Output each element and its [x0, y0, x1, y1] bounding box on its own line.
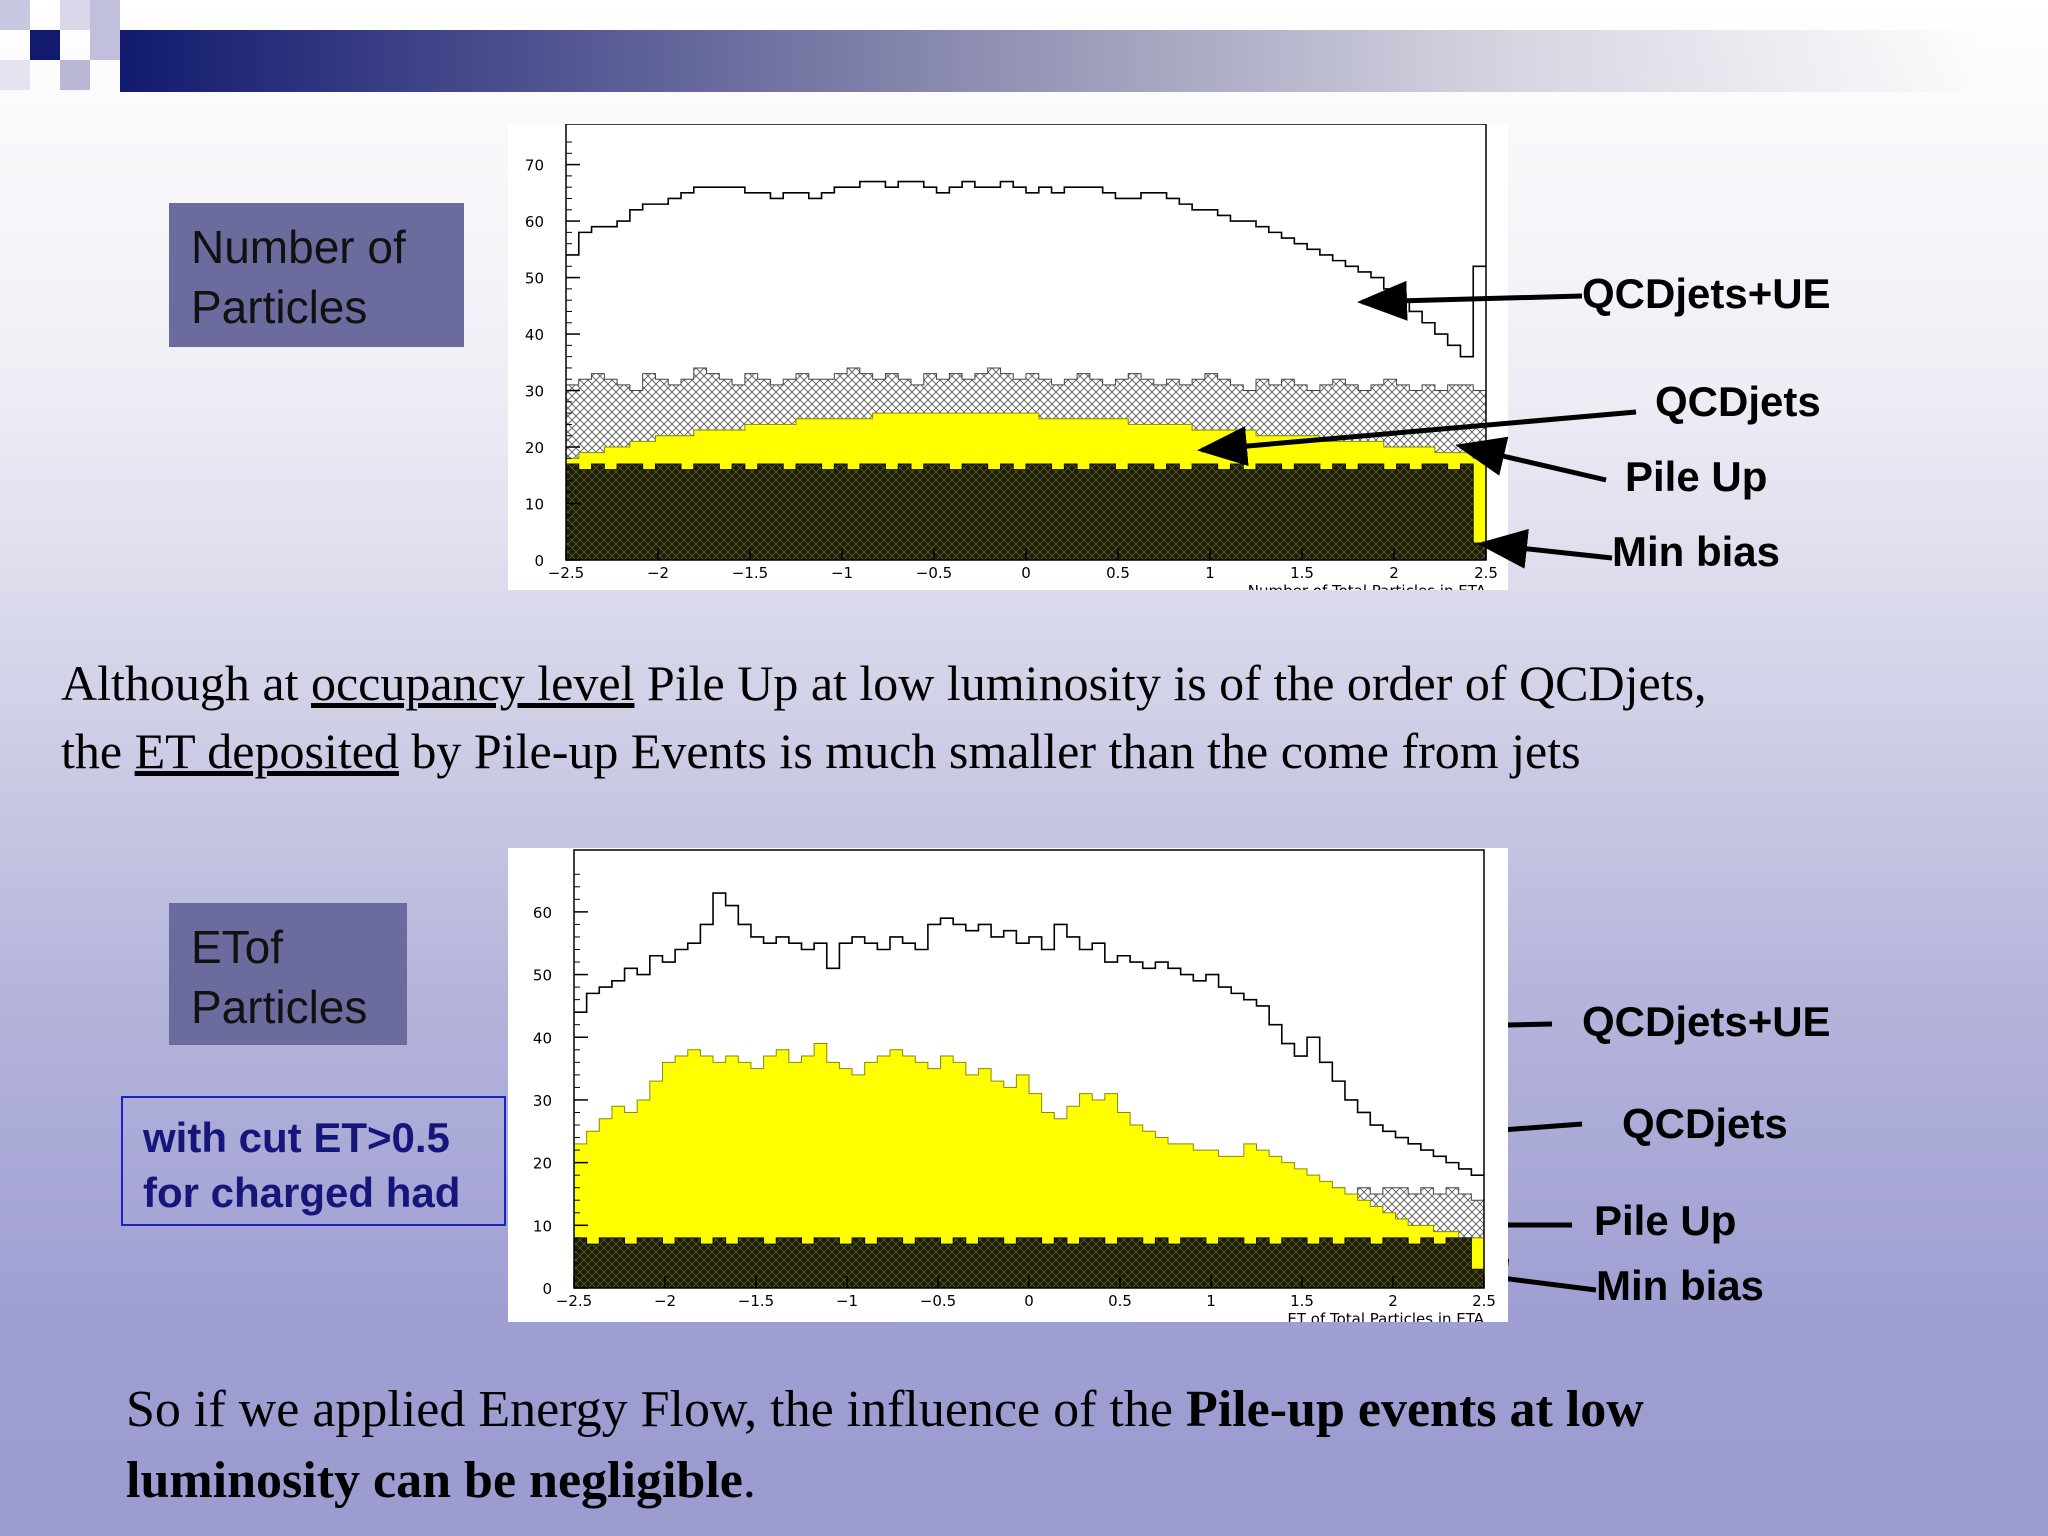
top-label-line1: Number of [191, 221, 406, 273]
x-tick-label: −1 [836, 1292, 858, 1310]
top-label-line2: Particles [191, 281, 368, 333]
y-tick-label: 0 [534, 552, 544, 570]
x-tick-label: −0.5 [920, 1292, 956, 1310]
cut-line2: for charged had [143, 1169, 461, 1216]
y-tick-label: 10 [533, 1217, 552, 1235]
x-tick-label: −0.5 [916, 564, 952, 582]
top-label-pileup: Pile Up [1625, 453, 1768, 500]
y-tick-label: 0 [542, 1280, 552, 1298]
x-tick-label: 2.5 [1472, 1292, 1496, 1310]
series-min-bias [565, 463, 1487, 561]
y-tick-label: 60 [525, 213, 544, 231]
top-chart: 0 10 20 30 40 50 60 70 −2.5 −2 −1.5 −1 −0.5 0 0.5 1 1.5 2… [525, 123, 1498, 600]
x-tick-label: −1.5 [738, 1292, 774, 1310]
bottom-label-qcdjets-ue: QCDjets+UE [1582, 998, 1831, 1045]
x-tick-label: 1.5 [1290, 1292, 1314, 1310]
cut-line1: with cut ET>0.5 [143, 1114, 450, 1161]
bottom-label-line2: Particles [191, 981, 368, 1033]
x-tick-label: 0 [1021, 564, 1031, 582]
x-tick-label: −2.5 [556, 1292, 592, 1310]
y-tick-label: 30 [525, 383, 544, 401]
x-tick-label: −2 [647, 564, 669, 582]
decor-square [30, 30, 60, 60]
bottom-chart-panel: 0 10 20 30 40 50 60 −2.5 −2 −1.5 −1 −0.5 0 0.5 1 1.5 2 2.… [508, 848, 1508, 1328]
top-chart-panel: 0 10 20 30 40 50 60 70 −2.5 −2 −1.5 −1 −0.5 0 0.5 1 1.5 2… [508, 123, 1508, 600]
x-tick-label: 1 [1205, 564, 1215, 582]
x-tick-label: 1 [1206, 1292, 1216, 1310]
series-min-bias [573, 1237, 1485, 1289]
decor-square [60, 60, 90, 90]
x-tick-label: 0 [1024, 1292, 1034, 1310]
bottom-label-qcdjets: QCDjets [1622, 1100, 1788, 1147]
top-label-minbias: Min bias [1612, 528, 1781, 575]
y-tick-label: 50 [533, 967, 552, 985]
x-tick-label: −2.5 [548, 564, 584, 582]
x-tick-label: −2 [654, 1292, 676, 1310]
x-tick-label: 2 [1389, 564, 1399, 582]
x-tick-label: 2 [1388, 1292, 1398, 1310]
decor-square [90, 0, 120, 60]
top-chart-label: Number of Particles [169, 203, 464, 347]
arrow-pileup [1455, 436, 1607, 483]
y-tick-label: 20 [533, 1155, 552, 1173]
y-tick-label: 40 [525, 326, 544, 344]
decor-square [0, 0, 30, 30]
arrow-qcdjets-ue [1357, 280, 1583, 321]
y-tick-label: 30 [533, 1092, 552, 1110]
bottom-label-pileup: Pile Up [1594, 1197, 1737, 1244]
x-tick-label: −1.5 [732, 564, 768, 582]
x-tick-label: 1.5 [1290, 564, 1314, 582]
bottom-label-line1: ETof [191, 921, 284, 973]
series-qcdjets [573, 1043, 1485, 1289]
bottom-chart: 0 10 20 30 40 50 60 −2.5 −2 −1.5 −1 −0.5 0 0.5 1 1.5 2 2.… [533, 849, 1496, 1328]
y-tick-label: 50 [525, 270, 544, 288]
y-tick-label: 20 [525, 439, 544, 457]
conclusion-line2: luminosity can be negligible. [126, 1452, 756, 1509]
arrow-minbias [1477, 528, 1613, 569]
cut-condition-box: with cut ET>0.5 for charged had [121, 1096, 506, 1226]
top-label-qcdjets-ue: QCDjets+UE [1582, 270, 1831, 317]
x-tick-label: 0.5 [1108, 1292, 1132, 1310]
occupancy-text-line2: the ET deposited by Pile-up Events is mu… [61, 723, 1581, 779]
x-axis-label: ET of Total Particles in ETA [1287, 1310, 1484, 1322]
bottom-chart-label: ETof Particles [169, 903, 407, 1045]
decor-square [60, 0, 90, 30]
top-label-qcdjets: QCDjets [1655, 378, 1821, 425]
x-tick-label: 0.5 [1106, 564, 1130, 582]
occupancy-text-line1: Although at occupancy level Pile Up at l… [61, 655, 1707, 711]
x-tick-label: −1 [831, 564, 853, 582]
conclusion-line1: So if we applied Energy Flow, the influe… [126, 1381, 1644, 1438]
y-tick-label: 10 [525, 496, 544, 514]
y-tick-label: 40 [533, 1029, 552, 1047]
bottom-label-minbias: Min bias [1596, 1262, 1765, 1309]
arrow-qcdjets [1197, 409, 1637, 466]
series-qcdjets-ue [574, 892, 1484, 1176]
decor-square [0, 60, 30, 90]
y-tick-label: 70 [525, 157, 544, 175]
title-gradient-bar [120, 30, 1980, 92]
y-tick-label: 60 [533, 904, 552, 922]
series-qcdjets-ue [566, 180, 1486, 358]
